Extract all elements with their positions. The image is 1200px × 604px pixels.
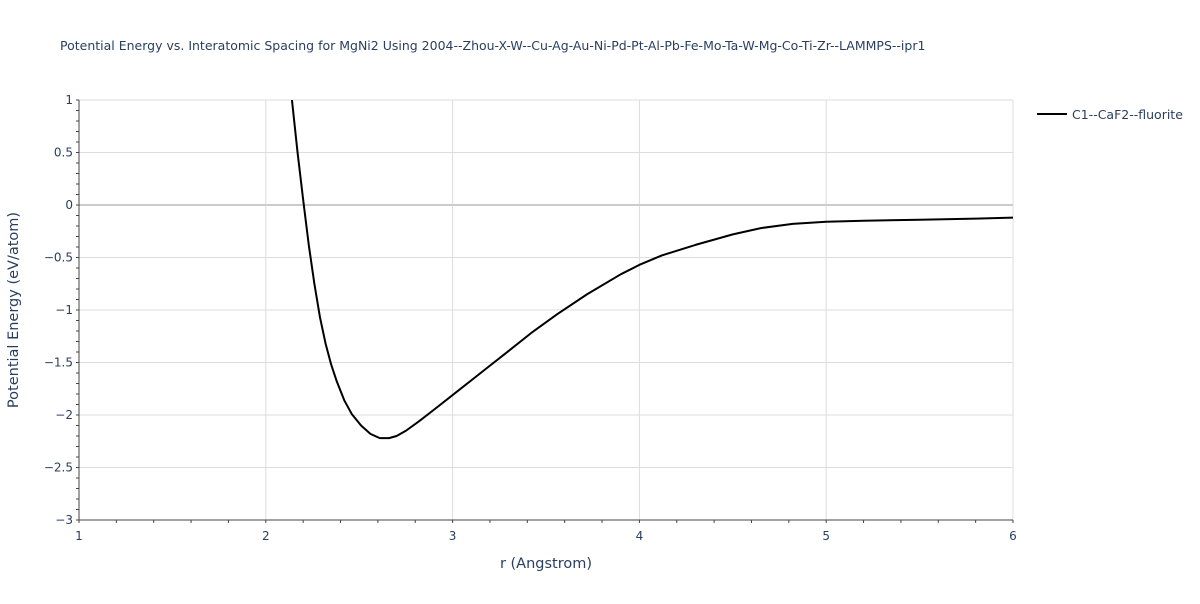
grid-lines	[79, 99, 1014, 520]
y-tick-label: −2	[55, 408, 73, 422]
x-tick-label: 3	[449, 529, 457, 543]
axes	[76, 99, 1014, 523]
y-tick-label: 0.5	[54, 146, 73, 160]
x-tick-label: 6	[1009, 529, 1017, 543]
y-tick-label: 1	[65, 93, 73, 107]
x-tick-label: 2	[262, 529, 270, 543]
series-line-0	[290, 100, 1013, 440]
tick-labels: 1 2 3 4 5 6 1 0.5 0 −0.5 −1 −1.5 −2 −2.5 −3	[44, 93, 1017, 543]
legend[interactable]: C1--CaF2--fluorite	[1037, 107, 1183, 122]
y-tick-label: −1	[55, 303, 73, 317]
legend-label: C1--CaF2--fluorite	[1072, 107, 1183, 122]
y-tick-label: 0	[65, 198, 73, 212]
x-tick-label: 5	[822, 529, 830, 543]
y-tick-label: −0.5	[44, 251, 73, 265]
x-tick-label: 4	[636, 529, 644, 543]
x-axis-label: r (Angstrom)	[500, 556, 592, 572]
series-lines	[290, 100, 1013, 440]
y-axis-label: Potential Energy (eV/atom)	[6, 212, 22, 408]
y-tick-label: −2.5	[44, 461, 73, 475]
x-tick-label: 1	[75, 529, 83, 543]
y-tick-label: −1.5	[44, 356, 73, 370]
y-tick-label: −3	[55, 513, 73, 527]
chart-title: Potential Energy vs. Interatomic Spacing…	[60, 38, 925, 53]
